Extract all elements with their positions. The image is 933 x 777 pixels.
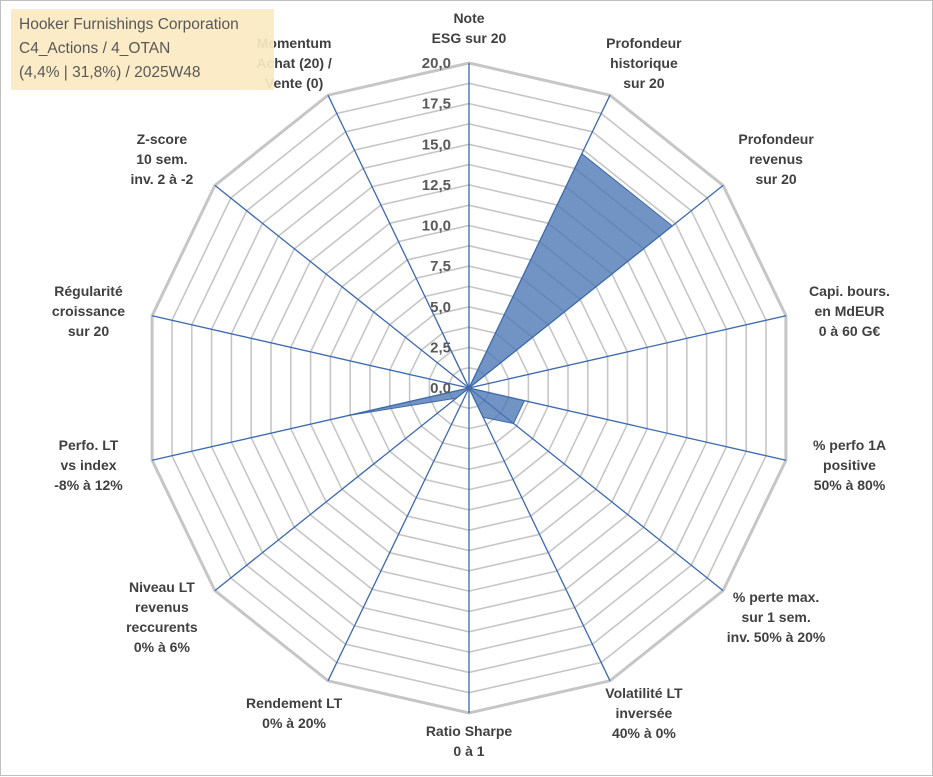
axis-label-line: sur 1 sem. [741, 609, 810, 625]
axis-label-line: Profondeur [738, 131, 814, 147]
axis-label-line: sur 20 [755, 171, 796, 187]
portfolio-name: C4_Actions / 4_OTAN [19, 37, 266, 61]
axis-label-line: inversée [615, 705, 672, 721]
axis-label-line: inv. 50% à 20% [727, 629, 826, 645]
axis-label-line: 0% à 20% [262, 715, 326, 731]
axis-label-line: Perfo. LT [59, 437, 119, 453]
axis-label-line: Note [453, 10, 484, 26]
axis-label-line: 50% à 80% [814, 477, 886, 493]
axis-spoke-9 [215, 388, 469, 591]
axis-label-line: Niveau LT [129, 579, 195, 595]
axis-spoke-8 [328, 388, 469, 681]
axis-label-line: 0% à 6% [134, 639, 191, 655]
axis-label-line: Capi. bours. [809, 283, 890, 299]
axis-label-line: 10 sem. [136, 151, 187, 167]
axis-label-1: Profondeur historique sur 20 [606, 35, 682, 91]
axis-label-line: sur 20 [623, 75, 664, 91]
axis-label-line: en MdEUR [815, 303, 885, 319]
axis-label-line: inv. 2 à -2 [131, 171, 194, 187]
axis-label-line: Ratio Sharpe [426, 723, 513, 739]
tick-label: 20,0 [422, 55, 451, 72]
axis-label-line: historique [610, 55, 678, 71]
axis-label-line: revenus [135, 599, 189, 615]
tick-label: 10,0 [422, 218, 451, 235]
axis-label-line: 40% à 0% [612, 725, 676, 741]
tick-label: 7,5 [430, 258, 451, 275]
axis-label-line: ESG sur 20 [432, 30, 507, 46]
axis-label-line: Profondeur [606, 35, 682, 51]
tick-label: 5,0 [430, 299, 451, 316]
axis-label-line: -8% à 12% [54, 477, 123, 493]
axis-label-3: Capi. bours. en MdEUR 0 à 60 G€ [809, 283, 890, 339]
period-stats: (4,4% | 31,8%) / 2025W48 [19, 61, 266, 85]
axis-label-0: Note ESG sur 20 [432, 10, 507, 46]
axis-label-2: Profondeur revenus sur 20 [738, 131, 814, 187]
tick-label: 0,0 [430, 380, 451, 397]
axis-label-line: 0 à 1 [453, 743, 484, 759]
axis-label-line: croissance [52, 303, 125, 319]
axis-label-line: Z-score [137, 131, 188, 147]
axis-label-7: Ratio Sharpe 0 à 1 [426, 723, 513, 759]
axis-label-10: Perfo. LT vs index -8% à 12% [54, 437, 123, 493]
axis-spoke-6 [469, 388, 610, 681]
axis-label-5: % perte max. sur 1 sem. inv. 50% à 20% [727, 589, 826, 645]
company-name: Hooker Furnishings Corporation [19, 13, 266, 37]
tick-label: 15,0 [422, 136, 451, 153]
axis-label-line: reccurents [126, 619, 198, 635]
axis-label-line: Volatilité LT [605, 685, 683, 701]
axis-label-12: Z-score 10 sem. inv. 2 à -2 [131, 131, 194, 187]
axis-label-line: Régularité [54, 283, 123, 299]
axis-label-4: % perfo 1A positive 50% à 80% [813, 437, 886, 493]
axis-label-line: revenus [749, 151, 803, 167]
chart-title-box: Hooker Furnishings Corporation C4_Action… [11, 9, 274, 90]
axis-label-line: positive [823, 457, 876, 473]
axis-label-line: % perte max. [733, 589, 819, 605]
axis-label-11: Régularité croissance sur 20 [52, 283, 125, 339]
axis-label-line: sur 20 [68, 323, 109, 339]
tick-label: 12,5 [422, 177, 451, 194]
axis-label-8: Rendement LT 0% à 20% [246, 695, 343, 731]
axis-label-line: % perfo 1A [813, 437, 886, 453]
axis-spoke-12 [215, 185, 469, 388]
axis-label-line: 0 à 60 G€ [819, 323, 881, 339]
axis-label-6: Volatilité LT inversée 40% à 0% [605, 685, 683, 741]
axis-label-9: Niveau LT revenus reccurents 0% à 6% [126, 579, 198, 655]
tick-label: 17,5 [422, 96, 451, 113]
axis-label-line: Rendement LT [246, 695, 343, 711]
tick-label: 2,5 [430, 339, 451, 356]
axis-label-line: vs index [60, 457, 116, 473]
